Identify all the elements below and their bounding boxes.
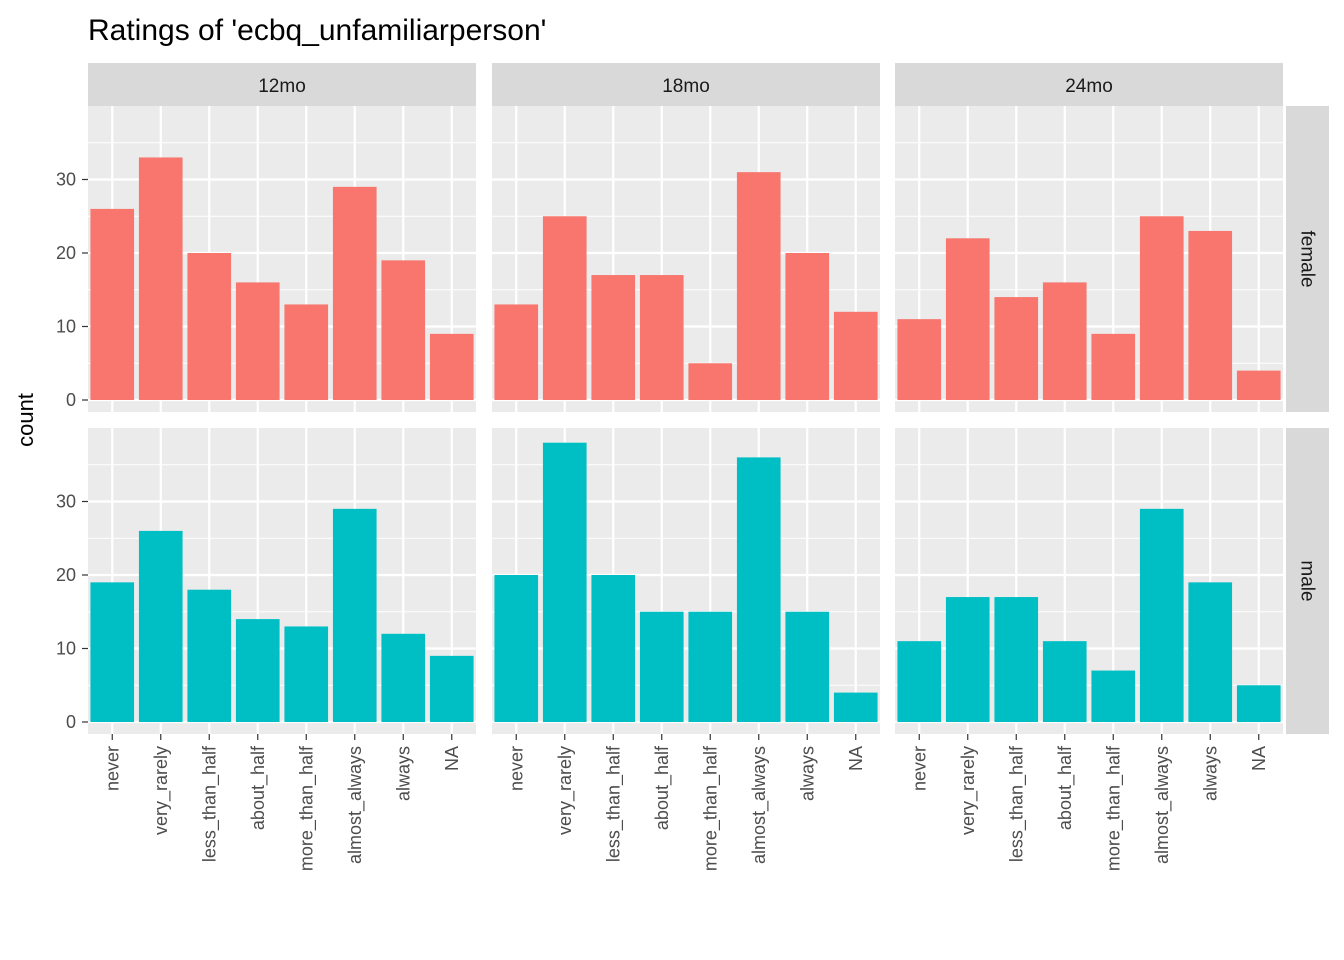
bar-male-12mo-less_than_half	[187, 589, 232, 722]
x-tick-label: about_half	[248, 745, 269, 830]
bar-female-18mo-almost_always	[736, 172, 781, 400]
bar-male-12mo-NA	[429, 655, 474, 722]
y-tick-label: 0	[66, 712, 76, 732]
bar-female-12mo-less_than_half	[187, 253, 232, 400]
x-tick-label: never	[102, 746, 122, 791]
bar-female-24mo-about_half	[1042, 282, 1087, 400]
bar-female-24mo-more_than_half	[1091, 333, 1136, 400]
bar-female-24mo-always	[1188, 230, 1233, 400]
bar-male-18mo-less_than_half	[591, 575, 636, 722]
column-strip	[88, 63, 476, 106]
y-tick-label: 10	[56, 317, 76, 337]
x-tick-label: NA	[442, 746, 462, 771]
bar-female-24mo-almost_always	[1139, 216, 1184, 400]
y-tick-label: 20	[56, 565, 76, 585]
y-tick-label: 30	[56, 170, 76, 190]
bar-male-18mo-NA	[833, 692, 878, 722]
bar-male-18mo-about_half	[639, 611, 684, 722]
column-strip	[895, 63, 1283, 106]
bar-male-18mo-more_than_half	[688, 611, 733, 722]
bar-female-12mo-about_half	[235, 282, 280, 400]
bar-male-24mo-very_rarely	[945, 597, 990, 722]
column-strip	[492, 63, 880, 106]
bar-male-24mo-never	[897, 641, 942, 722]
y-tick-label: 10	[56, 639, 76, 659]
bar-female-18mo-never	[494, 304, 539, 400]
bar-female-24mo-very_rarely	[945, 238, 990, 400]
bar-male-12mo-never	[90, 582, 135, 722]
bar-male-24mo-always	[1188, 582, 1233, 722]
x-tick-label: about_half	[652, 745, 673, 830]
x-tick-label: almost_always	[345, 746, 366, 864]
plot-area: 0 10 20 30 female 0 10 20 30 male 12mo 18mo 24mo neve…	[56, 63, 1329, 871]
bar-male-12mo-very_rarely	[138, 530, 183, 722]
x-tick-label: never	[909, 746, 929, 791]
x-tick-label: more_than_half	[700, 745, 721, 871]
y-tick-label: 0	[66, 390, 76, 410]
bar-male-18mo-never	[494, 575, 539, 722]
x-tick-label: NA	[846, 746, 866, 771]
bar-male-18mo-always	[785, 611, 830, 722]
x-tick-label: about_half	[1055, 745, 1076, 830]
bar-female-24mo-NA	[1236, 370, 1281, 400]
bar-male-12mo-always	[381, 633, 426, 722]
bar-female-24mo-never	[897, 319, 942, 400]
x-tick-label: always	[1200, 746, 1220, 801]
bar-male-24mo-almost_always	[1139, 508, 1184, 722]
bar-male-24mo-NA	[1236, 685, 1281, 722]
x-tick-label: always	[393, 746, 413, 801]
x-tick-label: very_rarely	[151, 746, 172, 835]
bar-female-18mo-about_half	[639, 275, 684, 400]
x-tick-label: less_than_half	[199, 745, 220, 862]
bar-female-12mo-NA	[429, 333, 474, 400]
row-strip	[1286, 106, 1329, 412]
bar-female-12mo-never	[90, 208, 135, 400]
x-tick-label: NA	[1249, 746, 1269, 771]
x-tick-label: always	[797, 746, 817, 801]
bar-female-12mo-almost_always	[332, 186, 377, 400]
bar-male-18mo-very_rarely	[542, 442, 587, 722]
bar-male-24mo-less_than_half	[994, 597, 1039, 722]
chart-title: Ratings of 'ecbq_unfamiliarperson'	[88, 14, 546, 47]
bar-female-12mo-always	[381, 260, 426, 400]
column-strip-label-24mo: 24mo	[1065, 76, 1113, 97]
x-tick-label: less_than_half	[603, 745, 624, 862]
bar-male-18mo-almost_always	[736, 457, 781, 722]
y-tick-label: 20	[56, 243, 76, 263]
row-strip-label-female: female	[1297, 230, 1318, 287]
bar-female-12mo-very_rarely	[138, 157, 183, 400]
bar-male-24mo-about_half	[1042, 641, 1087, 722]
bar-male-24mo-more_than_half	[1091, 670, 1136, 722]
row-strip-label-male: male	[1297, 560, 1318, 601]
x-tick-label: more_than_half	[296, 745, 317, 871]
y-tick-label: 30	[56, 492, 76, 512]
row-strip	[1286, 428, 1329, 734]
bar-female-18mo-very_rarely	[542, 216, 587, 400]
bar-female-18mo-less_than_half	[591, 275, 636, 400]
bar-female-18mo-more_than_half	[688, 363, 733, 400]
bar-male-12mo-almost_always	[332, 508, 377, 722]
x-tick-label: more_than_half	[1103, 745, 1124, 871]
column-strip-label-12mo: 12mo	[258, 76, 306, 97]
x-tick-label: never	[506, 746, 526, 791]
column-strip-label-18mo: 18mo	[662, 76, 710, 97]
bar-male-12mo-more_than_half	[284, 626, 329, 722]
x-tick-label: less_than_half	[1006, 745, 1027, 862]
x-tick-label: very_rarely	[958, 746, 979, 835]
bar-male-12mo-about_half	[235, 619, 280, 722]
y-axis-title: count	[13, 393, 38, 447]
bar-female-18mo-always	[785, 253, 830, 400]
bar-female-18mo-NA	[833, 311, 878, 400]
x-tick-label: almost_always	[1152, 746, 1173, 864]
x-tick-label: very_rarely	[555, 746, 576, 835]
x-tick-label: almost_always	[749, 746, 770, 864]
bar-female-24mo-less_than_half	[994, 297, 1039, 400]
bar-female-12mo-more_than_half	[284, 304, 329, 400]
